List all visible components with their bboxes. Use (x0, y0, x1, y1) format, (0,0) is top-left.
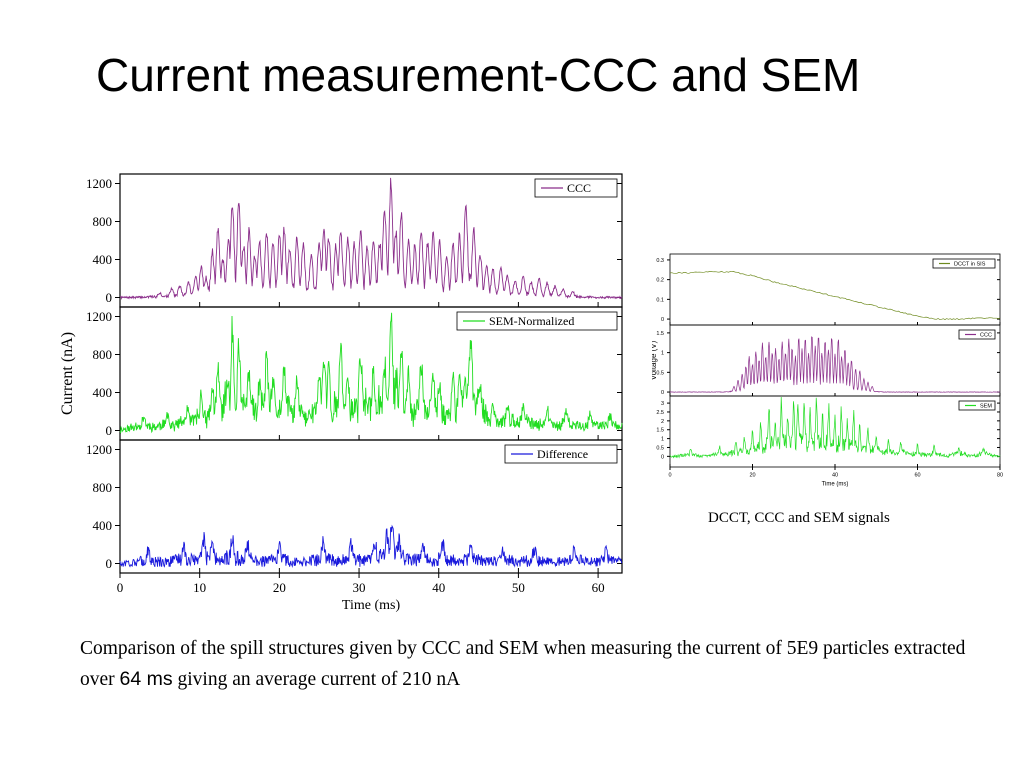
legend-label: Difference (537, 447, 588, 461)
legend-box (534, 178, 618, 198)
x-tick-label: 80 (997, 473, 1003, 479)
x-tick-label: 50 (512, 580, 525, 595)
series-line-difference (119, 524, 623, 569)
right-chart-caption: DCCT, CCC and SEM signals (708, 510, 890, 526)
y-tick-label: 0 (106, 290, 113, 305)
legend-label: SEM (980, 403, 992, 409)
x-tick-label: 30 (353, 580, 366, 595)
legend-box (456, 311, 618, 331)
y-tick-label: 0 (106, 556, 113, 571)
x-tick-label: 60 (592, 580, 605, 595)
legend-label: DCCT in SIS (954, 261, 986, 267)
y-tick-label: 800 (93, 214, 113, 229)
series-line-sem (669, 396, 1001, 459)
x-tick-label: 40 (432, 580, 445, 595)
legend-box (932, 258, 996, 269)
x-tick-label: 10 (193, 580, 206, 595)
series-line-ccc (669, 336, 1001, 393)
x-tick-label: 20 (749, 473, 755, 479)
panel-frame (119, 439, 623, 574)
series-line-dcct-in-sis (669, 271, 1001, 321)
y-tick-label: 0 (661, 317, 664, 323)
legend-label: CCC (980, 332, 992, 338)
y-tick-label: 1 (661, 437, 664, 443)
y-tick-label: 0.3 (656, 258, 664, 264)
y-tick-label: 400 (93, 385, 113, 400)
x-tick-label: 20 (273, 580, 286, 595)
slide-title: Current measurement-CCC and SEM (96, 49, 861, 101)
y-tick-label: 0 (661, 454, 664, 460)
x-axis-label: Time (ms) (822, 482, 849, 488)
x-tick-label: 0 (668, 473, 671, 479)
series-line-ccc (120, 177, 623, 300)
legend-label: SEM-Normalized (489, 314, 574, 328)
y-axis-label: Current (nA) (59, 332, 76, 415)
y-tick-label: 1200 (86, 309, 112, 324)
x-tick-label: 60 (914, 473, 920, 479)
legend-box (958, 329, 996, 340)
caption-text-end: giving an average current of 210 nA (172, 669, 461, 690)
y-tick-label: 2.5 (656, 410, 664, 416)
panel-frame (669, 324, 1001, 397)
y-tick-label: 0.5 (656, 445, 664, 451)
y-tick-label: 0.2 (656, 278, 664, 284)
legend-box (958, 400, 996, 411)
x-tick-label: 40 (832, 473, 838, 479)
y-tick-label: 1.5 (656, 428, 664, 434)
caption-duration: 64 ms (119, 668, 173, 690)
y-tick-label: 0.5 (656, 370, 664, 376)
y-tick-label: 800 (93, 347, 113, 362)
y-tick-label: 1200 (86, 176, 112, 191)
caption-text-start: Comparison of the spill structures given… (80, 638, 966, 690)
y-tick-label: 3 (661, 401, 664, 407)
legend-box (504, 444, 618, 464)
y-tick-label: 1 (661, 351, 664, 357)
y-tick-label: 2 (661, 419, 664, 425)
y-tick-label: 400 (93, 252, 113, 267)
legend-label: CCC (567, 181, 591, 195)
series-line-sem-normalized (119, 312, 623, 435)
x-tick-label: 0 (117, 580, 124, 595)
y-tick-label: 0 (106, 423, 113, 438)
y-tick-label: 1.5 (656, 331, 664, 337)
y-tick-label: 0.1 (656, 297, 664, 303)
y-tick-label: 0 (661, 390, 664, 396)
y-tick-label: 400 (93, 518, 113, 533)
y-tick-label: 800 (93, 480, 113, 495)
dcct-ccc-sem-chart: 0 0.1 0.2 0.3 DCCT in SIS 0 0.5 1 1.5 CCC 0 0.5 1 1.5… (652, 253, 1003, 488)
y-tick-label: 1200 (86, 442, 112, 457)
panel-frame (669, 395, 1001, 468)
x-axis-label: Time (ms) (342, 598, 401, 613)
y-axis-label: Voltage (V) (652, 340, 658, 380)
slide-caption: Comparison of the spill structures given… (80, 634, 1000, 695)
